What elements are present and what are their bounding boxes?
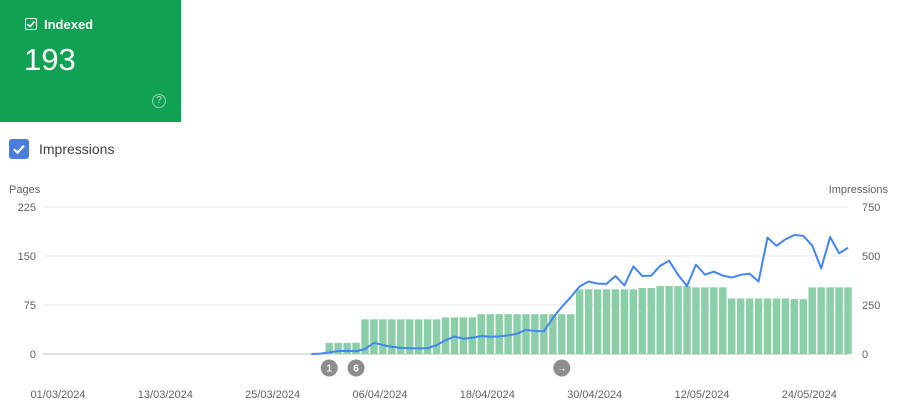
annotation-label: 6 xyxy=(353,364,359,375)
help-circle-icon[interactable]: ? xyxy=(152,94,166,108)
annotation-marker[interactable]: 6 xyxy=(347,359,365,377)
checkbox-checked-icon[interactable] xyxy=(25,18,37,30)
pages-bar xyxy=(486,314,494,354)
pages-bar xyxy=(406,319,414,354)
pages-bar xyxy=(584,289,593,354)
pages-bar xyxy=(379,319,387,354)
x-date-label: 24/05/2024 xyxy=(782,389,837,401)
annotation-circle xyxy=(320,359,338,377)
pages-bar xyxy=(665,286,673,354)
annotation-label: 1 xyxy=(326,364,332,375)
pages-bar xyxy=(441,317,450,354)
annotation-circle xyxy=(553,359,571,377)
pages-bar xyxy=(558,314,566,354)
pages-bar xyxy=(495,314,503,354)
pages-bar xyxy=(781,298,790,354)
left-tick-label: 75 xyxy=(24,300,36,312)
pages-bar xyxy=(844,287,852,354)
right-tick-label: 750 xyxy=(862,202,880,214)
annotation-marker[interactable]: → xyxy=(553,359,571,377)
x-date-label: 30/04/2024 xyxy=(567,389,622,401)
annotation-marker[interactable]: 1 xyxy=(320,359,338,377)
left-tick-label: 0 xyxy=(30,349,36,361)
annotation-circle xyxy=(347,359,365,377)
pages-bar xyxy=(745,298,754,354)
pages-bar xyxy=(736,298,745,354)
right-tick-label: 0 xyxy=(862,349,868,361)
x-date-label: 25/03/2024 xyxy=(245,389,300,401)
pages-bar xyxy=(674,286,682,354)
pages-bar xyxy=(325,342,333,354)
pages-bar xyxy=(468,317,477,354)
pages-bar xyxy=(710,287,718,354)
pages-bar xyxy=(808,287,816,354)
pages-bar xyxy=(432,319,441,354)
pages-bar xyxy=(799,299,807,354)
pages-bar xyxy=(593,289,602,354)
pages-bar xyxy=(826,287,834,354)
pages-bar xyxy=(575,289,584,354)
pages-bar xyxy=(611,289,620,354)
pages-bar xyxy=(361,319,369,354)
pages-bar xyxy=(692,287,700,354)
pages-bar xyxy=(656,286,664,354)
pages-bar xyxy=(459,317,468,354)
pages-bar xyxy=(540,314,548,354)
annotation-label: → xyxy=(557,364,567,375)
indexed-value: 193 xyxy=(24,42,76,77)
pages-bar xyxy=(504,314,512,354)
pages-bar xyxy=(388,319,396,354)
right-tick-label: 250 xyxy=(862,300,880,312)
pages-bar xyxy=(602,289,611,354)
pages-bar xyxy=(638,288,646,354)
pages-bar xyxy=(423,319,432,354)
pages-bar xyxy=(620,289,629,354)
pages-bar xyxy=(522,314,530,354)
pages-bar xyxy=(414,319,423,354)
checkmark-icon xyxy=(13,144,25,155)
left-tick-label: 150 xyxy=(18,251,36,263)
x-date-label: 13/03/2024 xyxy=(138,389,193,401)
pages-bar xyxy=(531,314,539,354)
impressions-label: Impressions xyxy=(39,141,115,157)
pages-bar xyxy=(763,298,772,354)
left-axis-title: Pages xyxy=(9,184,41,196)
pages-bar xyxy=(728,298,736,354)
x-date-label: 01/03/2024 xyxy=(30,389,85,401)
right-axis-title: Impressions xyxy=(829,184,889,196)
pages-bar xyxy=(790,299,799,354)
indexed-label: Indexed xyxy=(44,17,94,32)
pages-bar xyxy=(817,287,825,354)
pages-bar xyxy=(772,298,781,354)
pages-bar xyxy=(343,342,351,354)
indexed-metric-card[interactable]: Indexed 193 ? xyxy=(0,0,181,122)
pages-bar xyxy=(701,287,709,354)
left-tick-label: 225 xyxy=(18,202,36,214)
impressions-line xyxy=(311,234,849,355)
pages-bar xyxy=(683,286,691,354)
pages-bar xyxy=(719,287,727,354)
pages-bar xyxy=(647,288,655,354)
right-tick-label: 500 xyxy=(862,251,880,263)
pages-bar xyxy=(567,314,575,354)
pages-bar xyxy=(370,319,378,354)
pages-bar xyxy=(397,319,405,354)
pages-bar xyxy=(549,314,557,354)
x-date-label: 18/04/2024 xyxy=(460,389,515,401)
impressions-checkbox[interactable] xyxy=(9,139,29,159)
pages-bar xyxy=(334,342,342,354)
pages-bar xyxy=(629,289,638,354)
pages-bar xyxy=(835,287,843,354)
pages-bar xyxy=(477,314,485,354)
x-date-label: 06/04/2024 xyxy=(352,389,407,401)
x-date-label: 12/05/2024 xyxy=(674,389,729,401)
pages-bar xyxy=(352,342,360,354)
pages-bar xyxy=(754,298,763,354)
